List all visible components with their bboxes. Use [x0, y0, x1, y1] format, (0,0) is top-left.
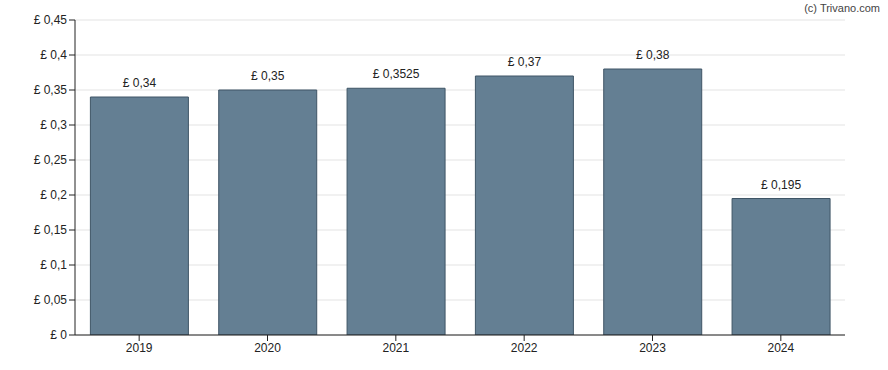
svg-text:£ 0,4: £ 0,4: [40, 48, 67, 62]
svg-text:£ 0,2: £ 0,2: [40, 188, 67, 202]
svg-text:£ 0,195: £ 0,195: [761, 178, 801, 192]
svg-text:£ 0,05: £ 0,05: [34, 293, 68, 307]
svg-text:2024: 2024: [767, 341, 794, 355]
svg-text:2019: 2019: [126, 341, 153, 355]
svg-text:2021: 2021: [382, 341, 409, 355]
svg-text:£ 0,3525: £ 0,3525: [373, 67, 420, 81]
svg-text:£ 0,35: £ 0,35: [34, 83, 68, 97]
svg-text:£ 0: £ 0: [50, 328, 67, 342]
html-text:(c) Trivano.com: (c) Trivano.com: [804, 2, 880, 14]
svg-text:£ 0,35: £ 0,35: [251, 69, 285, 83]
svg-text:£ 0,15: £ 0,15: [34, 223, 68, 237]
svg-text:£ 0,1: £ 0,1: [40, 258, 67, 272]
svg-text:2022: 2022: [511, 341, 538, 355]
svg-text:2023: 2023: [639, 341, 666, 355]
svg-text:£ 0,25: £ 0,25: [34, 153, 68, 167]
svg-text:£ 0,45: £ 0,45: [34, 13, 68, 27]
svg-text:£ 0,3: £ 0,3: [40, 118, 67, 132]
svg-text:£ 0,34: £ 0,34: [123, 76, 157, 90]
svg-text:£ 0,38: £ 0,38: [636, 48, 670, 62]
svg-text:2020: 2020: [254, 341, 281, 355]
svg-text:£ 0,37: £ 0,37: [508, 55, 542, 69]
